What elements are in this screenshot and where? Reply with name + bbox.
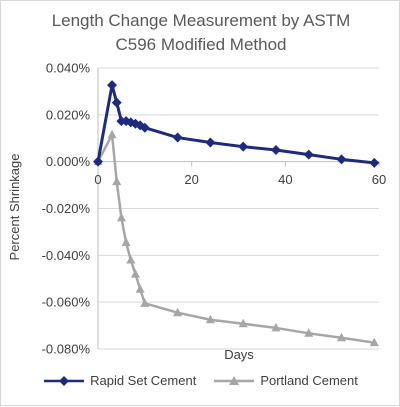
- x-tick-label: 40: [278, 172, 292, 187]
- data-point-portland: [107, 129, 117, 139]
- legend-item-rapid-set: Rapid Set Cement: [44, 373, 196, 388]
- data-point-portland: [116, 212, 126, 222]
- data-point-rapid-set: [270, 144, 281, 155]
- data-point-rapid-set: [336, 154, 347, 165]
- series-layer: [93, 80, 380, 347]
- data-point-portland: [238, 318, 248, 328]
- x-axis-label: Days: [224, 347, 254, 362]
- y-tick-label: -0.060%: [42, 295, 91, 310]
- data-point-portland: [369, 337, 379, 347]
- chart-title-line-2: C596 Modified Method: [115, 35, 287, 54]
- data-point-rapid-set: [93, 156, 103, 167]
- legend-marker-diamond-icon: [44, 375, 85, 386]
- data-point-rapid-set: [111, 97, 122, 108]
- x-tick-label: 0: [94, 172, 101, 187]
- data-point-rapid-set: [172, 132, 183, 143]
- y-tick-label: -0.020%: [42, 201, 91, 216]
- data-point-portland: [271, 322, 281, 332]
- data-point-portland: [121, 237, 131, 246]
- legend-marker-triangle-icon: [214, 375, 255, 385]
- x-tick-label: 60: [372, 172, 386, 187]
- y-tick-label: 0.020%: [46, 107, 91, 122]
- data-point-portland: [304, 328, 314, 337]
- data-point-portland: [112, 176, 122, 186]
- data-point-portland: [135, 284, 145, 293]
- y-tick-label: 0.000%: [46, 154, 91, 169]
- y-axis-label: Percent Shrinkage: [7, 154, 22, 261]
- data-point-rapid-set: [121, 116, 132, 127]
- data-point-rapid-set: [238, 141, 249, 152]
- data-point-rapid-set: [139, 122, 150, 133]
- data-point-rapid-set: [205, 137, 216, 148]
- legend: Rapid Set Cement Portland Cement: [1, 373, 400, 388]
- legend-item-portland: Portland Cement: [214, 373, 358, 388]
- legend-label-rapid-set: Rapid Set Cement: [90, 373, 197, 388]
- tick-labels: 0.040% 0.020% 0.000% -0.020% -0.040% -0.060% -…: [42, 61, 387, 357]
- x-tick-label: 20: [184, 172, 198, 187]
- gridlines: [98, 67, 379, 350]
- data-point-rapid-set: [303, 149, 314, 160]
- y-tick-label: -0.080%: [42, 342, 91, 357]
- data-point-portland: [140, 298, 150, 307]
- data-point-portland: [337, 332, 347, 342]
- series-line-portland: [96, 133, 375, 344]
- data-point-portland: [173, 307, 183, 317]
- data-point-rapid-set: [369, 157, 380, 168]
- data-point-rapid-set: [107, 80, 118, 91]
- legend-label-portland: Portland Cement: [260, 373, 358, 388]
- data-point-portland: [130, 269, 140, 278]
- chart-title-line-1: Length Change Measurement by ASTM: [51, 11, 351, 30]
- data-point-portland: [205, 314, 215, 324]
- data-point-portland: [126, 255, 136, 264]
- y-tick-label: -0.040%: [42, 248, 91, 263]
- y-tick-label: 0.040%: [46, 61, 91, 76]
- chart-title: Length Change Measurement by ASTM C596 M…: [1, 9, 400, 57]
